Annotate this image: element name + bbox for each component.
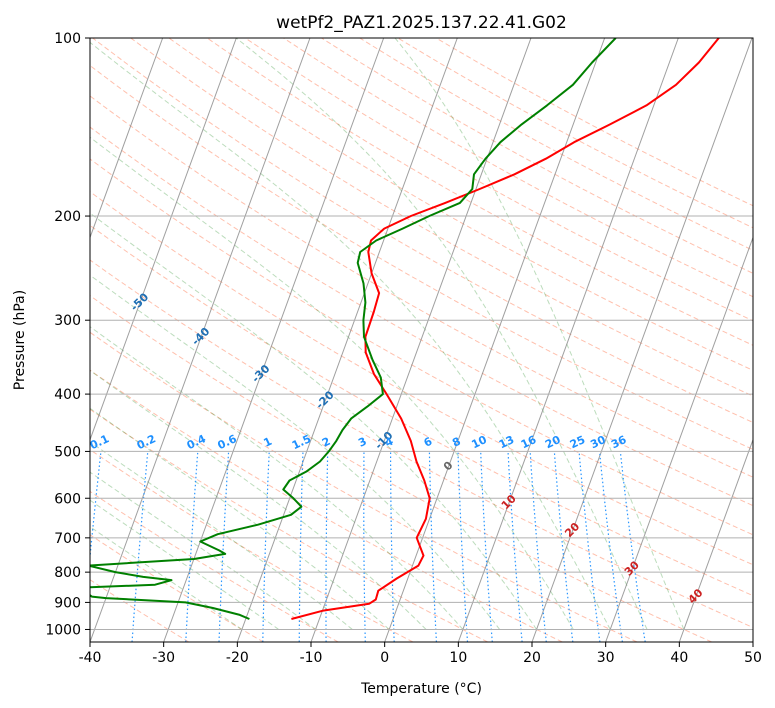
dry-adiabat-line bbox=[90, 95, 753, 478]
isotherm-line bbox=[605, 236, 753, 642]
temperature-line bbox=[291, 38, 720, 620]
moist-adiabat-line bbox=[90, 136, 574, 630]
moist-adiabat-line bbox=[90, 471, 316, 630]
x-tick-label: 50 bbox=[744, 650, 762, 666]
y-axis-label: Pressure (hPa) bbox=[12, 290, 28, 390]
mixing-ratio-line bbox=[553, 451, 574, 642]
y-tick-label: 400 bbox=[54, 387, 81, 403]
isotherm-line bbox=[90, 38, 311, 642]
isotherm-line bbox=[310, 38, 532, 642]
mixing-ratio-label: 20 bbox=[543, 433, 563, 451]
x-axis-ticks: -40 -30 -20 -10 0 10 20 30 40 50 bbox=[79, 642, 762, 666]
x-tick-label: 20 bbox=[523, 650, 541, 666]
mixing-ratio-label: 16 bbox=[519, 433, 539, 451]
isotherm-line bbox=[90, 38, 164, 239]
y-axis-ticks: 100 200 300 400 500 600 700 800 900 1000 bbox=[45, 31, 90, 638]
mixing-ratio-label: 30 bbox=[588, 433, 608, 451]
dry-adiabat-line bbox=[90, 126, 753, 507]
plot-frame bbox=[89, 37, 754, 643]
dry-adiabat-line bbox=[90, 534, 264, 642]
x-tick-label: 10 bbox=[449, 650, 467, 666]
dry-adiabat-line bbox=[90, 64, 753, 450]
mixing-ratio-line bbox=[599, 451, 623, 642]
y-tick-label: 600 bbox=[54, 491, 81, 507]
mixing-ratio-lines bbox=[90, 451, 646, 642]
dry-adiabat-line bbox=[90, 224, 753, 597]
sounding-series bbox=[90, 38, 720, 620]
isotherms bbox=[90, 38, 753, 642]
x-tick-label: -30 bbox=[152, 650, 175, 666]
pressure-gridlines bbox=[90, 38, 753, 630]
x-tick-label: 30 bbox=[597, 650, 615, 666]
mixing-ratio-label: 25 bbox=[568, 433, 587, 451]
chart-title: wetPf2_PAZ1.2025.137.22.41.G02 bbox=[276, 13, 567, 33]
x-tick-label: -40 bbox=[79, 650, 102, 666]
y-tick-label: 1000 bbox=[45, 622, 81, 638]
isotherm-line bbox=[236, 38, 458, 642]
isotherm-line bbox=[457, 38, 679, 642]
moist-adiabat-line bbox=[394, 38, 685, 630]
y-tick-label: 900 bbox=[54, 595, 81, 611]
x-axis-label: Temperature (°C) bbox=[360, 681, 482, 697]
moist-adiabat-line bbox=[90, 212, 538, 630]
moist-adiabat-line bbox=[90, 407, 390, 630]
dry-adiabat-line bbox=[92, 38, 753, 424]
isotherm-line bbox=[90, 38, 237, 442]
mixing-ratio-label: 13 bbox=[497, 433, 516, 451]
moist-adiabat-line bbox=[90, 274, 501, 630]
dry-adiabat-line bbox=[283, 38, 753, 298]
dewpoint-line bbox=[90, 38, 617, 620]
x-tick-label: 40 bbox=[670, 650, 688, 666]
mixing-ratio-line bbox=[619, 451, 646, 642]
x-tick-label: -10 bbox=[300, 650, 323, 666]
moist-adiabat-line bbox=[90, 41, 611, 630]
y-tick-label: 100 bbox=[54, 31, 81, 47]
dry-adiabat-line bbox=[244, 38, 753, 322]
mixing-ratio-label: 36 bbox=[609, 433, 629, 451]
moist-adiabat-line bbox=[90, 526, 243, 630]
moist-adiabat-line bbox=[90, 441, 353, 630]
isotherm-line bbox=[384, 38, 606, 642]
mixing-ratio-line bbox=[90, 451, 102, 563]
mixing-ratio-line bbox=[578, 451, 601, 642]
x-tick-label: -20 bbox=[226, 650, 249, 666]
dry-adiabat-line bbox=[130, 38, 753, 397]
y-tick-label: 700 bbox=[54, 531, 81, 547]
isotherm-line bbox=[678, 438, 753, 642]
dry-adiabat-line bbox=[90, 158, 753, 536]
dry-adiabat-line bbox=[90, 294, 712, 642]
x-tick-label: 0 bbox=[380, 650, 389, 666]
y-tick-label: 200 bbox=[54, 209, 81, 225]
moist-adiabat-line bbox=[235, 38, 648, 630]
dry-adiabat-line bbox=[90, 369, 563, 642]
dry-adiabat-line bbox=[90, 408, 488, 642]
y-tick-label: 800 bbox=[54, 565, 81, 581]
isotherm-line bbox=[531, 38, 753, 642]
y-tick-label: 500 bbox=[54, 444, 81, 460]
mixing-ratio-label: 10 bbox=[470, 433, 490, 451]
dry-adiabat-line bbox=[90, 259, 753, 629]
y-tick-label: 300 bbox=[54, 313, 81, 329]
dry-adiabat-line bbox=[90, 331, 638, 642]
moist-adiabat-line bbox=[90, 499, 279, 630]
